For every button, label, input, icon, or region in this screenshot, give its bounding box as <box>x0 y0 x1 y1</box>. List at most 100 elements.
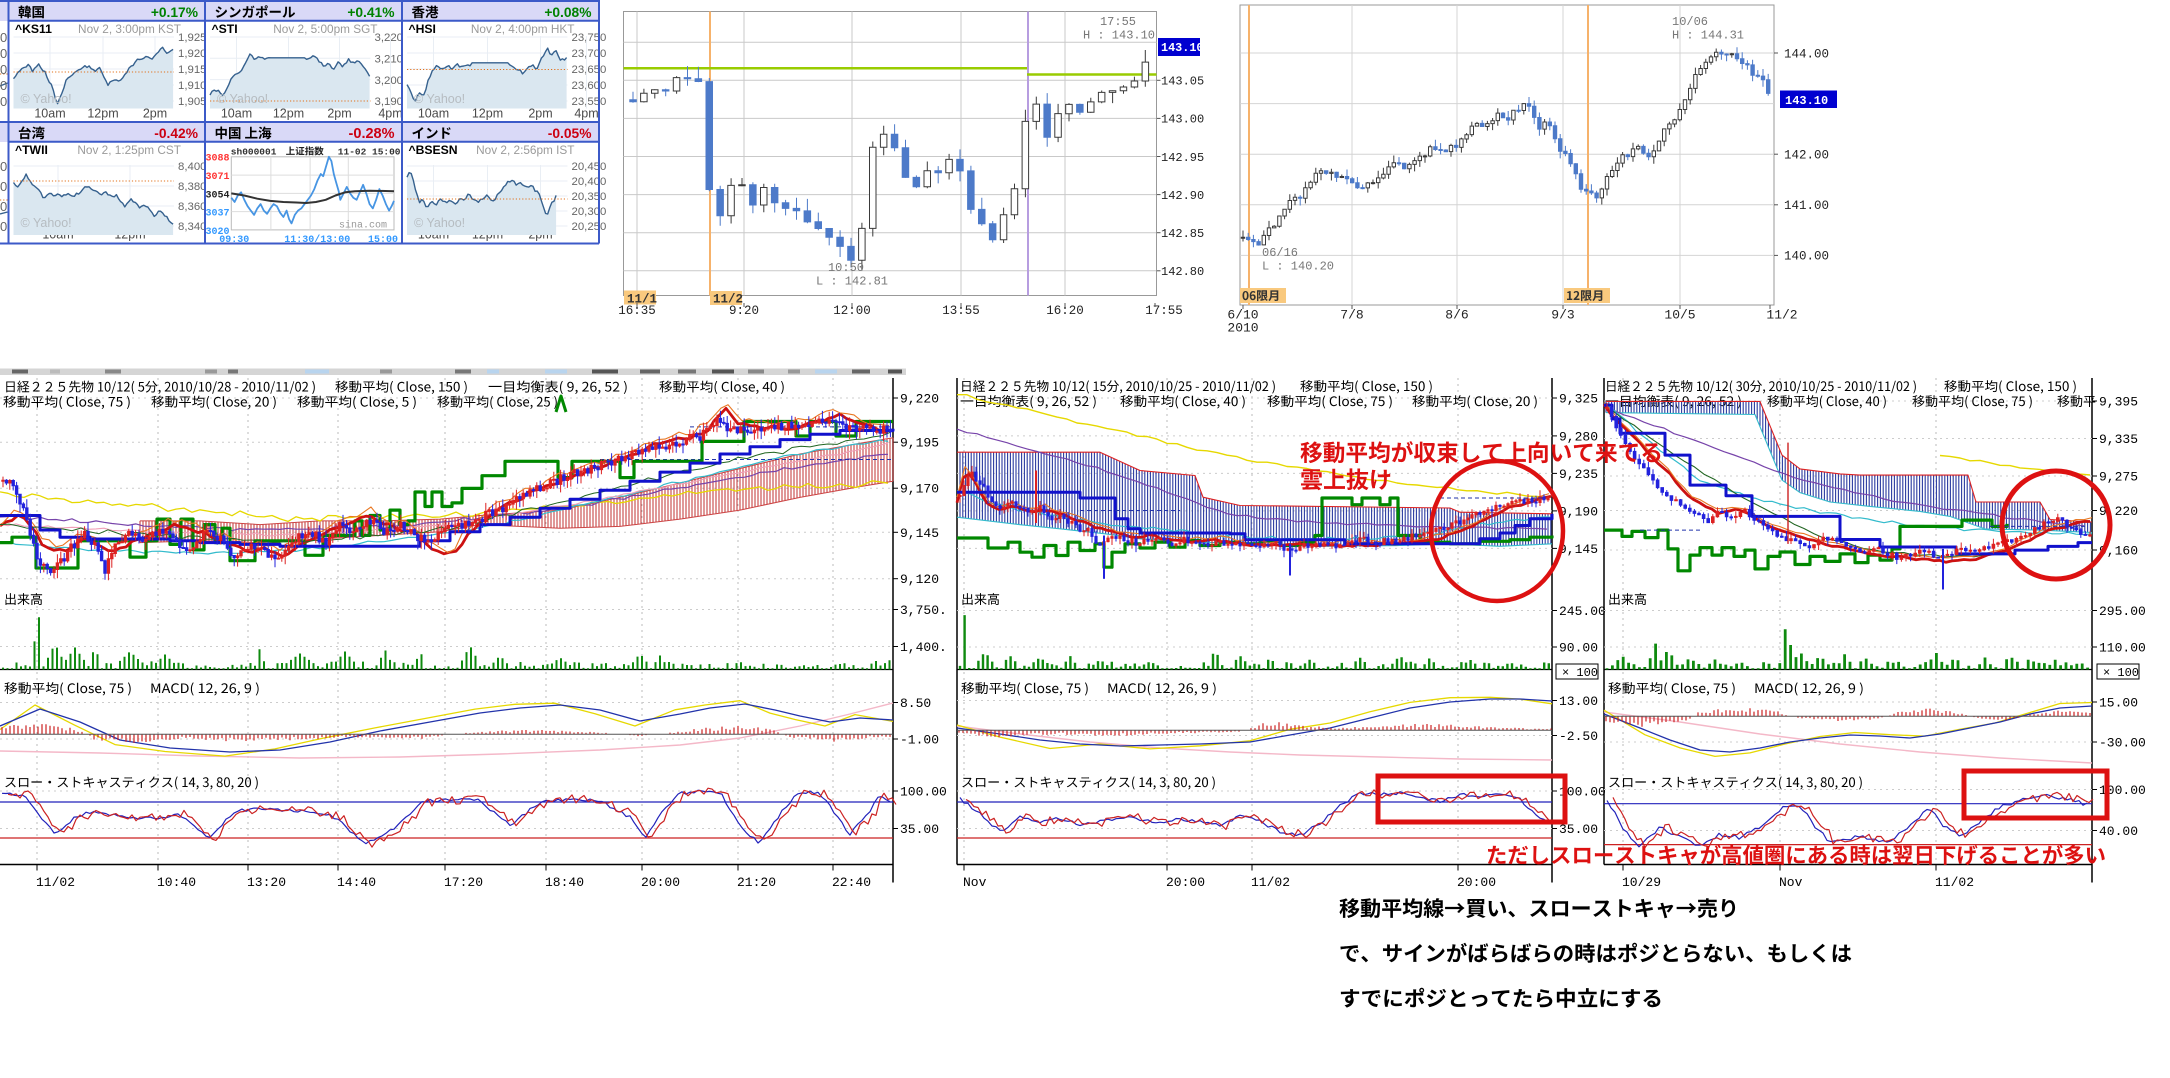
svg-text:Nov 2, 1:25pm CST: Nov 2, 1:25pm CST <box>77 143 181 157</box>
svg-text:2pm: 2pm <box>327 107 351 121</box>
svg-text:23,700: 23,700 <box>572 48 607 60</box>
svg-text:23,600: 23,600 <box>572 80 607 92</box>
svg-text:© Yahoo!: © Yahoo! <box>414 216 465 230</box>
svg-text:22:40: 22:40 <box>832 875 871 890</box>
svg-text:23,650: 23,650 <box>572 64 607 76</box>
svg-text:142.95: 142.95 <box>1161 151 1204 165</box>
svg-text:12pm: 12pm <box>472 107 503 121</box>
svg-text:9,145: 9,145 <box>1559 542 1598 557</box>
svg-text:3020: 3020 <box>205 227 229 238</box>
svg-text:3071: 3071 <box>205 172 229 183</box>
svg-text:× 100: × 100 <box>1562 666 1598 680</box>
svg-text:18:40: 18:40 <box>545 875 584 890</box>
svg-text:L : 142.81: L : 142.81 <box>816 275 888 289</box>
svg-text:9,220: 9,220 <box>900 392 939 407</box>
svg-text:4pm: 4pm <box>378 107 402 121</box>
svg-text:0: 0 <box>0 219 7 234</box>
svg-text:10:40: 10:40 <box>157 875 196 890</box>
svg-text:9,275: 9,275 <box>2099 470 2138 485</box>
svg-text:© Yahoo!: © Yahoo! <box>217 92 268 106</box>
svg-text:14:40: 14:40 <box>337 875 376 890</box>
svg-text:Nov: Nov <box>963 875 987 890</box>
svg-text:144.00: 144.00 <box>1784 47 1829 61</box>
svg-text:L : 140.20: L : 140.20 <box>1262 260 1334 274</box>
svg-text:142.90: 142.90 <box>1161 189 1204 203</box>
svg-text:143.00: 143.00 <box>1161 113 1204 127</box>
svg-text:3037: 3037 <box>205 209 229 220</box>
svg-text:8.50: 8.50 <box>900 696 931 711</box>
svg-text:295.00: 295.00 <box>2099 604 2146 619</box>
svg-text:0: 0 <box>0 78 7 93</box>
svg-text:35.00: 35.00 <box>1559 822 1598 837</box>
svg-text:8,380: 8,380 <box>178 181 207 193</box>
svg-text:-1.00: -1.00 <box>900 733 939 748</box>
svg-text:16:20: 16:20 <box>1046 304 1084 318</box>
svg-text:16:35: 16:35 <box>618 304 656 318</box>
svg-text:9,190: 9,190 <box>1559 504 1598 519</box>
svg-text:1,400.: 1,400. <box>900 640 947 655</box>
svg-text:3,210: 3,210 <box>375 54 404 66</box>
svg-text:+0.08%: +0.08% <box>544 5 591 20</box>
svg-text:© Yahoo!: © Yahoo! <box>414 92 465 106</box>
svg-text:H : 143.10: H : 143.10 <box>1083 29 1155 43</box>
svg-text:143.10: 143.10 <box>1785 94 1828 108</box>
svg-text:06/16: 06/16 <box>1262 246 1298 260</box>
svg-text:142.85: 142.85 <box>1161 227 1204 241</box>
svg-text:15.00: 15.00 <box>2099 696 2138 711</box>
svg-text:0: 0 <box>0 199 7 214</box>
svg-text:17:55: 17:55 <box>1100 15 1136 29</box>
svg-text:3,750.: 3,750. <box>900 603 947 618</box>
svg-text:0: 0 <box>0 62 7 77</box>
svg-text:90.00: 90.00 <box>1559 641 1598 656</box>
svg-text:-2.50: -2.50 <box>1559 729 1598 744</box>
svg-text:143.10: 143.10 <box>1161 41 1203 55</box>
svg-text:0: 0 <box>0 46 7 61</box>
svg-text:1,905: 1,905 <box>178 96 207 108</box>
svg-text:^TWII: ^TWII <box>15 143 48 157</box>
svg-text:20,250: 20,250 <box>572 221 607 233</box>
svg-text:0: 0 <box>0 30 7 45</box>
svg-text:-0.42%: -0.42% <box>154 126 198 141</box>
svg-text:2pm: 2pm <box>528 107 552 121</box>
svg-text:8/6: 8/6 <box>1445 308 1468 323</box>
svg-text:11/02: 11/02 <box>36 875 75 890</box>
svg-text:9,170: 9,170 <box>900 482 939 497</box>
svg-text:10am: 10am <box>34 107 65 121</box>
svg-text:9,280: 9,280 <box>1559 429 1598 444</box>
svg-text:2pm: 2pm <box>143 107 167 121</box>
svg-text:21:20: 21:20 <box>737 875 776 890</box>
svg-text:13.00: 13.00 <box>1559 694 1598 709</box>
svg-text:10/06: 10/06 <box>1672 15 1708 29</box>
svg-text:10:50: 10:50 <box>828 261 864 275</box>
svg-text:11/1: 11/1 <box>627 293 657 307</box>
svg-text:142.00: 142.00 <box>1784 149 1829 163</box>
svg-text:141.00: 141.00 <box>1784 199 1829 213</box>
svg-text:10am: 10am <box>221 107 252 121</box>
svg-text:143.05: 143.05 <box>1161 75 1204 89</box>
svg-text:Nov 2, 4:00pm HKT: Nov 2, 4:00pm HKT <box>471 22 575 36</box>
svg-text:9,235: 9,235 <box>1559 467 1598 482</box>
svg-text:13:20: 13:20 <box>247 875 286 890</box>
svg-text:20:00: 20:00 <box>1457 875 1496 890</box>
svg-text:2010: 2010 <box>1227 321 1258 336</box>
svg-text:0: 0 <box>0 159 7 174</box>
svg-text:10/29: 10/29 <box>1622 875 1661 890</box>
svg-text:23,750: 23,750 <box>572 32 607 44</box>
svg-text:17:20: 17:20 <box>444 875 483 890</box>
svg-text:20:00: 20:00 <box>641 875 680 890</box>
svg-text:142.80: 142.80 <box>1161 265 1204 279</box>
svg-text:100.00: 100.00 <box>900 785 947 800</box>
svg-text:sina.com: sina.com <box>339 220 387 232</box>
svg-text:9:20: 9:20 <box>729 304 759 318</box>
svg-text:-30.00: -30.00 <box>2099 736 2146 751</box>
svg-text:^STI: ^STI <box>212 22 238 36</box>
svg-text:11/02: 11/02 <box>1935 875 1974 890</box>
svg-text:-0.05%: -0.05% <box>548 126 592 141</box>
svg-text:20,350: 20,350 <box>572 191 607 203</box>
svg-text:0: 0 <box>0 94 7 109</box>
svg-text:Nov 2, 3:00pm KST: Nov 2, 3:00pm KST <box>78 22 181 36</box>
svg-text:3054: 3054 <box>205 190 229 201</box>
svg-text:^BSESN: ^BSESN <box>409 143 458 157</box>
svg-text:100.00: 100.00 <box>2099 783 2146 798</box>
svg-text:6/10: 6/10 <box>1227 308 1258 323</box>
